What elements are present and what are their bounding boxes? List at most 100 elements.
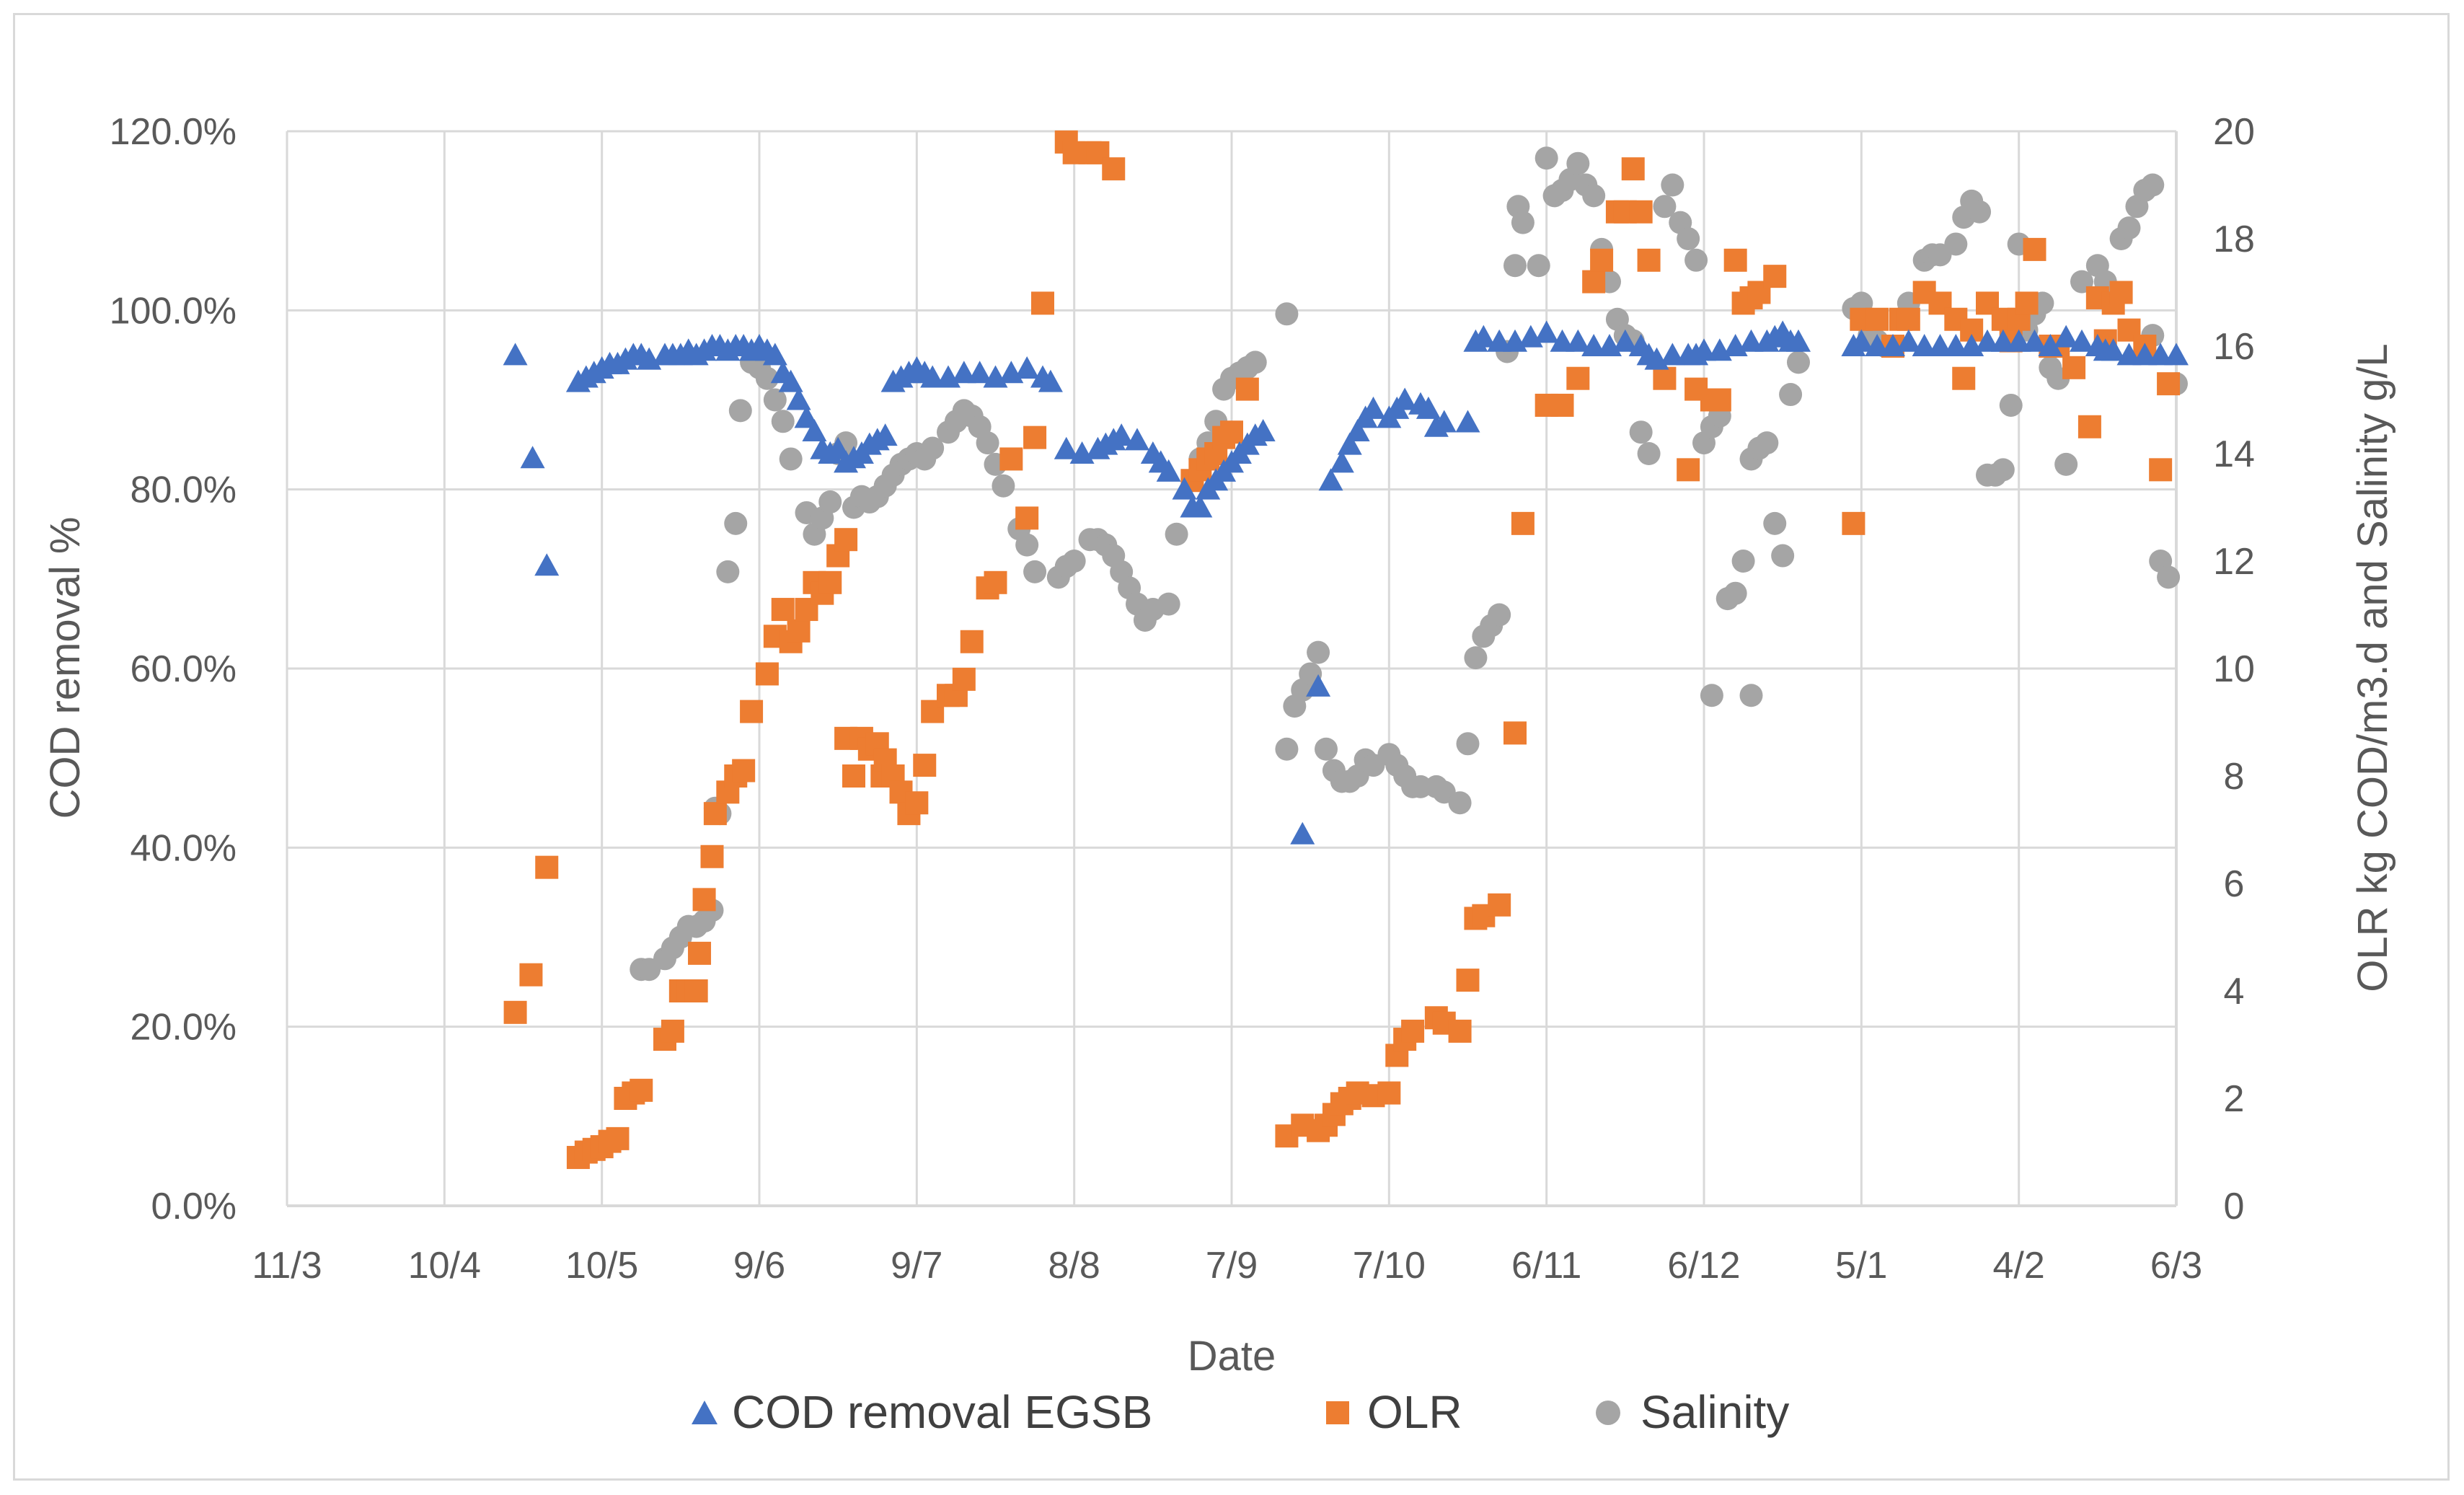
cod-point bbox=[1156, 459, 1181, 482]
salinity-point bbox=[1464, 646, 1488, 670]
cod-point bbox=[1038, 369, 1063, 392]
x-tick-label: 9/7 bbox=[891, 1245, 942, 1287]
cod-point bbox=[1306, 674, 1331, 697]
olr-point bbox=[834, 528, 858, 552]
x-axis-title: Date bbox=[1188, 1333, 1276, 1380]
olr-point bbox=[1842, 511, 1865, 535]
salinity-point bbox=[1243, 350, 1267, 374]
olr-point bbox=[984, 570, 1007, 594]
salinity-point bbox=[1535, 146, 1558, 170]
olr-point bbox=[630, 1078, 653, 1102]
olr-point bbox=[1590, 248, 1614, 272]
salinity-point bbox=[1779, 383, 1803, 407]
olr-point bbox=[1566, 366, 1590, 390]
cod-point bbox=[1250, 418, 1276, 441]
olr-point bbox=[1023, 425, 1047, 449]
olr-point bbox=[606, 1126, 630, 1150]
y-right-tick-label: 0 bbox=[2224, 1186, 2245, 1227]
salinity-point bbox=[1503, 254, 1527, 278]
olr-point bbox=[2077, 415, 2101, 438]
salinity-point bbox=[779, 447, 803, 471]
cod-point bbox=[1849, 329, 1874, 352]
olr-point bbox=[2015, 291, 2039, 315]
olr-point bbox=[2157, 372, 2181, 396]
cod-point bbox=[1290, 821, 1315, 844]
olr-point bbox=[1503, 721, 1527, 745]
x-tick-label: 5/1 bbox=[1835, 1245, 1887, 1287]
cod-point bbox=[1692, 338, 1716, 361]
legend-circle-marker-icon bbox=[1596, 1401, 1620, 1425]
olr-point bbox=[1550, 393, 1574, 417]
salinity-point bbox=[1999, 393, 2023, 417]
y-right-tick-label: 14 bbox=[2213, 433, 2255, 475]
cod-point bbox=[1581, 334, 1607, 356]
olr-point bbox=[952, 667, 976, 691]
legend-label-cod: COD removal EGSB bbox=[732, 1386, 1152, 1438]
x-tick-label: 11/3 bbox=[252, 1245, 322, 1287]
salinity-point bbox=[1448, 791, 1472, 815]
salinity-point bbox=[1739, 684, 1763, 707]
olr-point bbox=[2023, 237, 2046, 261]
cod-point bbox=[1534, 320, 1559, 343]
salinity-point bbox=[1723, 581, 1747, 605]
cod-point bbox=[1337, 432, 1362, 455]
cod-point bbox=[1896, 329, 1921, 352]
legend-label-salinity: Salinity bbox=[1641, 1386, 1789, 1438]
olr-point bbox=[740, 700, 764, 723]
cod-point bbox=[1125, 428, 1149, 451]
salinity-point bbox=[1275, 737, 1299, 761]
cod-point bbox=[534, 553, 560, 576]
olr-point bbox=[1582, 270, 1606, 294]
salinity-point bbox=[716, 560, 740, 583]
series-salinity bbox=[630, 146, 2188, 982]
y-left-tick-label: 60.0% bbox=[131, 648, 237, 690]
x-tick-label: 10/4 bbox=[408, 1245, 481, 1287]
olr-point bbox=[535, 855, 559, 879]
x-tick-label: 10/5 bbox=[565, 1245, 638, 1287]
olr-point bbox=[1708, 388, 1731, 412]
olr-point bbox=[1235, 377, 1259, 401]
salinity-point bbox=[2054, 452, 2078, 476]
salinity-point bbox=[1944, 232, 1968, 256]
gridlines bbox=[287, 130, 2176, 1206]
olr-point bbox=[818, 570, 842, 594]
salinity-point bbox=[1315, 737, 1338, 761]
series-olr bbox=[503, 130, 2181, 1169]
salinity-point bbox=[755, 366, 779, 390]
salinity-point bbox=[921, 436, 945, 460]
salinity-point bbox=[2117, 216, 2141, 240]
salinity-point bbox=[1771, 544, 1795, 568]
salinity-point bbox=[1062, 550, 1086, 573]
y-right-tick-label: 16 bbox=[2213, 326, 2255, 368]
olr-point bbox=[1102, 157, 1126, 181]
salinity-point bbox=[1275, 302, 1299, 326]
salinity-point bbox=[818, 490, 842, 514]
olr-point bbox=[1511, 511, 1535, 535]
salinity-point bbox=[1527, 254, 1550, 278]
olr-point bbox=[755, 662, 779, 686]
cod-point bbox=[1739, 329, 1764, 352]
cod-point bbox=[2054, 325, 2079, 348]
cod-point bbox=[1550, 329, 1575, 352]
cod-point bbox=[1471, 325, 1496, 348]
salinity-point bbox=[1637, 442, 1661, 465]
cod-point bbox=[1455, 410, 1480, 433]
olr-point bbox=[700, 844, 724, 868]
axes bbox=[286, 131, 2178, 1207]
salinity-point bbox=[1731, 550, 1755, 573]
y-left-tick-label: 100.0% bbox=[110, 290, 237, 332]
olr-point bbox=[2062, 356, 2086, 379]
cod-point bbox=[1990, 329, 2015, 352]
y-right-tick-label: 12 bbox=[2213, 541, 2255, 583]
olr-point bbox=[1621, 157, 1645, 181]
y-left-tick-label: 80.0% bbox=[131, 469, 237, 511]
cod-point bbox=[1054, 436, 1079, 459]
legend-square-marker-icon bbox=[1326, 1401, 1349, 1424]
olr-point bbox=[787, 619, 811, 643]
cod-point bbox=[951, 361, 976, 384]
salinity-point bbox=[1787, 350, 1810, 374]
cod-point bbox=[1361, 396, 1386, 419]
legend: COD removal EGSB OLR Salinity bbox=[692, 1386, 1789, 1438]
salinity-point bbox=[1700, 684, 1723, 707]
x-tick-label: 6/11 bbox=[1511, 1245, 1581, 1287]
